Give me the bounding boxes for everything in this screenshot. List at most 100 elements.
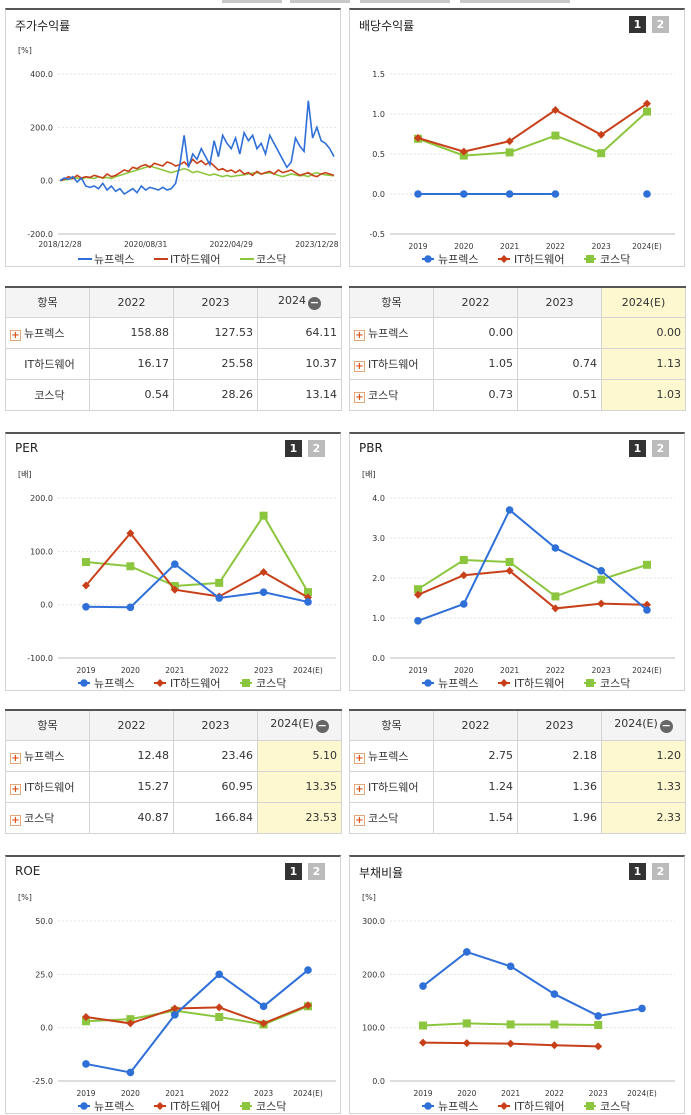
data-point[interactable] — [643, 560, 651, 569]
data-point[interactable] — [459, 556, 468, 564]
data-point[interactable] — [171, 1011, 179, 1019]
data-point[interactable] — [259, 1019, 268, 1028]
view-1-button[interactable]: 1 — [629, 440, 646, 457]
data-point[interactable] — [170, 585, 179, 594]
data-point[interactable] — [643, 99, 651, 108]
legend-label[interactable]: IT하드웨어 — [514, 252, 564, 266]
legend-label[interactable]: 코스닥 — [256, 1100, 286, 1113]
data-point[interactable] — [551, 106, 560, 114]
legend-marker[interactable] — [500, 679, 508, 687]
collapse-column-icon[interactable]: − — [308, 296, 321, 311]
expand-row-icon[interactable]: + — [10, 814, 21, 826]
data-point[interactable] — [215, 578, 224, 587]
legend-marker[interactable] — [80, 679, 88, 687]
data-point[interactable] — [419, 1038, 427, 1047]
data-point[interactable] — [82, 558, 90, 566]
view-2-button[interactable]: 2 — [652, 440, 669, 457]
data-point[interactable] — [551, 544, 560, 552]
expand-row-icon[interactable]: + — [354, 752, 365, 764]
data-point[interactable] — [505, 566, 514, 575]
data-point[interactable] — [304, 598, 312, 606]
data-point[interactable] — [126, 1019, 135, 1028]
data-point[interactable] — [506, 1020, 515, 1029]
data-point[interactable] — [215, 970, 223, 979]
data-point[interactable] — [419, 1021, 427, 1030]
data-point[interactable] — [462, 1039, 471, 1048]
data-point[interactable] — [126, 603, 135, 612]
legend-label[interactable]: IT하드웨어 — [170, 1099, 220, 1113]
data-point[interactable] — [459, 151, 468, 160]
view-1-button[interactable]: 1 — [285, 440, 302, 457]
data-point[interactable] — [505, 148, 514, 157]
data-point[interactable] — [643, 190, 651, 198]
data-point[interactable] — [304, 588, 312, 597]
data-point[interactable] — [414, 585, 422, 594]
expand-row-icon[interactable]: + — [10, 752, 21, 764]
data-point[interactable] — [638, 1004, 646, 1013]
expand-row-icon[interactable]: + — [10, 329, 21, 341]
data-point[interactable] — [597, 575, 606, 584]
data-point[interactable] — [414, 590, 422, 599]
data-point[interactable] — [506, 1039, 515, 1048]
data-point[interactable] — [82, 603, 90, 611]
legend-label[interactable]: 코스닥 — [600, 253, 630, 266]
view-2-button[interactable]: 2 — [308, 863, 325, 880]
legend-label[interactable]: 뉴프렉스 — [94, 1100, 134, 1113]
legend-marker[interactable] — [424, 1102, 432, 1110]
data-point[interactable] — [462, 1019, 471, 1028]
data-point[interactable] — [550, 990, 559, 998]
legend-marker[interactable] — [424, 255, 432, 263]
data-point[interactable] — [304, 966, 312, 974]
data-point[interactable] — [594, 1012, 602, 1020]
legend-label[interactable]: 뉴프렉스 — [438, 677, 478, 690]
expand-row-icon[interactable]: + — [354, 814, 365, 826]
legend-label[interactable]: 뉴프렉스 — [438, 253, 478, 266]
data-point[interactable] — [597, 130, 606, 139]
data-point[interactable] — [551, 131, 560, 140]
data-point[interactable] — [643, 107, 651, 116]
legend-label[interactable]: 코스닥 — [600, 677, 630, 690]
expand-row-icon[interactable]: + — [10, 783, 21, 795]
legend-label[interactable]: 뉴프렉스 — [438, 1100, 478, 1113]
legend-marker[interactable] — [242, 679, 250, 687]
expand-row-icon[interactable]: + — [354, 360, 365, 372]
view-2-button[interactable]: 2 — [652, 863, 669, 880]
data-point[interactable] — [304, 1001, 312, 1010]
data-point[interactable] — [215, 1003, 224, 1012]
legend-marker[interactable] — [500, 255, 508, 263]
data-point[interactable] — [594, 1021, 603, 1029]
data-point[interactable] — [82, 1013, 90, 1021]
data-point[interactable] — [551, 604, 560, 613]
data-point[interactable] — [550, 1041, 559, 1050]
collapse-column-icon[interactable]: − — [659, 719, 673, 734]
top-tab-4[interactable] — [460, 0, 570, 3]
data-point[interactable] — [643, 606, 651, 614]
legend-marker[interactable] — [500, 1102, 508, 1110]
data-point[interactable] — [170, 1004, 179, 1013]
data-point[interactable] — [215, 1013, 224, 1021]
legend-marker[interactable] — [80, 1102, 88, 1110]
view-1-button[interactable]: 1 — [629, 863, 646, 880]
legend-marker[interactable] — [424, 679, 432, 687]
legend-label[interactable]: IT하드웨어 — [170, 676, 220, 690]
data-point[interactable] — [414, 190, 422, 198]
data-point[interactable] — [459, 571, 468, 580]
data-point[interactable] — [419, 982, 427, 990]
legend-marker[interactable] — [586, 679, 594, 687]
expand-row-icon[interactable]: + — [354, 329, 365, 341]
data-point[interactable] — [414, 134, 422, 142]
data-point[interactable] — [259, 568, 268, 577]
legend-label[interactable]: 뉴프렉스 — [94, 253, 134, 266]
legend-marker[interactable] — [242, 1102, 250, 1110]
data-point[interactable] — [126, 1015, 135, 1024]
top-tab-3[interactable] — [360, 0, 450, 3]
top-tab-1[interactable] — [222, 0, 282, 3]
view-1-button[interactable]: 1 — [285, 863, 302, 880]
data-point[interactable] — [414, 617, 422, 625]
data-point[interactable] — [551, 592, 560, 601]
legend-label[interactable]: IT하드웨어 — [514, 676, 564, 690]
collapse-column-icon[interactable]: − — [315, 719, 329, 734]
legend-marker[interactable] — [156, 1102, 164, 1110]
data-point[interactable] — [597, 599, 606, 608]
data-point[interactable] — [505, 190, 514, 198]
